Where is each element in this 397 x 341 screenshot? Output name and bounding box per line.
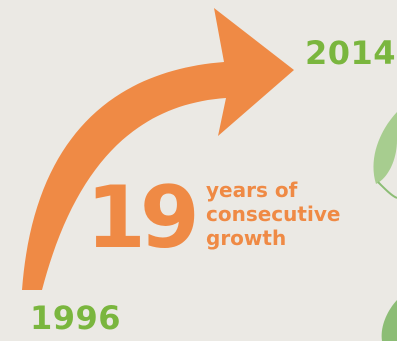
caption-line: consecutive bbox=[206, 202, 341, 226]
curved-arrow-icon bbox=[22, 8, 294, 290]
caption-line: years of bbox=[206, 178, 298, 202]
end-year-label: 2014 bbox=[305, 34, 397, 72]
start-year-label: 1996 bbox=[30, 299, 122, 337]
growth-caption: years of consecutive growth bbox=[206, 178, 340, 250]
leaf-icon bbox=[373, 112, 397, 341]
years-count: 19 bbox=[86, 168, 200, 268]
caption-line: growth bbox=[206, 226, 287, 250]
